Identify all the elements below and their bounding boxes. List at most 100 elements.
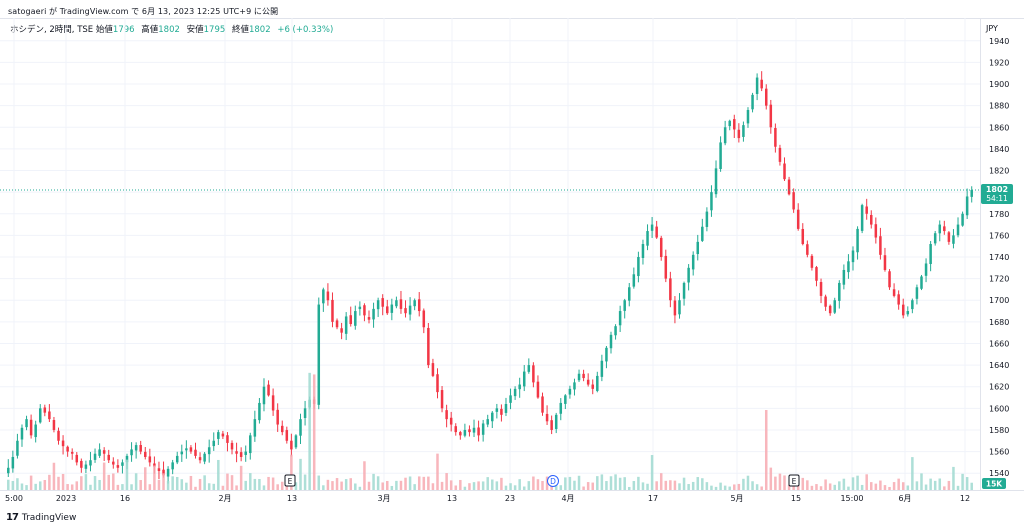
candle-body — [445, 410, 448, 420]
volume-bar — [701, 478, 704, 490]
volume-bar — [48, 474, 51, 490]
volume-bar — [312, 374, 316, 490]
candle-body — [34, 424, 37, 438]
candle-body — [714, 168, 718, 195]
candle-body — [381, 298, 384, 307]
candle-body — [924, 263, 928, 276]
candle-body — [541, 396, 544, 413]
open-label: 始値 — [95, 25, 113, 35]
candle-body — [363, 305, 366, 316]
volume-bar — [888, 486, 891, 490]
price-badge — [981, 183, 1013, 204]
candle-body — [463, 429, 467, 436]
open-value: 1796 — [112, 25, 135, 35]
volume-bar — [705, 482, 709, 490]
candle-body — [253, 419, 257, 437]
volume-bar — [52, 462, 56, 490]
candle-body — [719, 142, 722, 169]
candle-body — [486, 419, 489, 425]
candle-body — [856, 228, 859, 253]
close-label: 終値 — [231, 25, 249, 35]
candle-body — [828, 305, 832, 314]
volume-badge-label: 15K — [986, 480, 1003, 489]
candle-body — [166, 468, 170, 477]
candle-body — [614, 326, 617, 336]
volume-bar — [819, 486, 823, 490]
volume-bar — [436, 453, 439, 490]
volume-bar — [212, 483, 216, 490]
volume-bar — [591, 482, 594, 490]
y-tick-label: 1700 — [989, 296, 1009, 305]
candle-body — [847, 261, 850, 273]
candle-body — [559, 402, 563, 414]
candle-body — [824, 296, 827, 307]
symbol-title[interactable]: ホシデン, 2時間, TSE — [10, 25, 94, 35]
volume-bar — [810, 485, 814, 490]
volume-bar — [911, 457, 914, 490]
candle-body — [189, 447, 193, 452]
candle-body — [965, 196, 969, 216]
price-scale-border — [980, 18, 981, 490]
candle-body — [901, 304, 905, 316]
currency-label[interactable]: JPY — [986, 24, 998, 33]
volume-bar — [486, 477, 489, 490]
candle-body — [130, 449, 133, 456]
volume-bar — [559, 485, 563, 490]
volume-bar — [175, 476, 179, 490]
volume-bar — [112, 473, 115, 490]
candle-body — [769, 104, 773, 128]
candle-body — [920, 276, 923, 289]
volume-bar — [650, 455, 654, 490]
volume-bar — [504, 485, 508, 490]
volume-bar — [865, 474, 868, 490]
candle-body — [454, 426, 458, 433]
footer-brand[interactable]: 17 TradingView — [6, 512, 76, 523]
volume-bar — [541, 480, 544, 490]
candle-body — [239, 452, 243, 457]
volume-bar — [349, 478, 352, 490]
candle-body — [317, 304, 321, 405]
volume-bar — [207, 483, 211, 490]
x-tick-label: 2023 — [56, 494, 76, 503]
volume-bar — [687, 484, 690, 490]
volume-bar — [239, 465, 243, 490]
candle-body — [536, 381, 540, 398]
candle-body — [879, 236, 882, 255]
change-value: +6 (+0.33%) — [277, 25, 334, 35]
volume-bar — [938, 478, 942, 490]
volume-bar — [408, 476, 412, 490]
candle-body — [459, 432, 462, 436]
candle-body — [774, 128, 777, 147]
candle-body — [669, 278, 672, 301]
candle-body — [509, 395, 512, 403]
y-tick-label: 1580 — [989, 426, 1009, 435]
volume-bar — [952, 466, 955, 490]
y-tick-label: 1540 — [989, 469, 1009, 478]
y-tick-label: 1900 — [989, 80, 1009, 89]
volume-bar — [637, 476, 640, 490]
volume-bar — [838, 481, 841, 490]
candle-body — [322, 289, 325, 304]
volume-bar — [358, 486, 362, 490]
candle-body — [84, 464, 88, 469]
candle-body — [125, 455, 129, 463]
x-tick-label: 13 — [447, 494, 457, 503]
candle-body — [436, 374, 439, 393]
candle-body — [376, 300, 380, 310]
candle-body — [367, 317, 371, 320]
candle-body — [929, 244, 932, 265]
chart-pane[interactable] — [0, 18, 1024, 491]
earnings-marker-icon — [284, 474, 296, 487]
volume-bar — [43, 479, 47, 490]
volume-bar — [500, 477, 503, 490]
candle-body — [532, 365, 535, 383]
candle-body — [48, 411, 51, 420]
volume-bar — [586, 482, 590, 490]
candle-body — [678, 300, 681, 315]
volume-bar — [714, 486, 718, 490]
candle-body — [801, 228, 805, 245]
volume-bar — [280, 481, 284, 490]
volume-bar — [125, 459, 129, 490]
dividend-marker-label: D — [550, 477, 556, 486]
